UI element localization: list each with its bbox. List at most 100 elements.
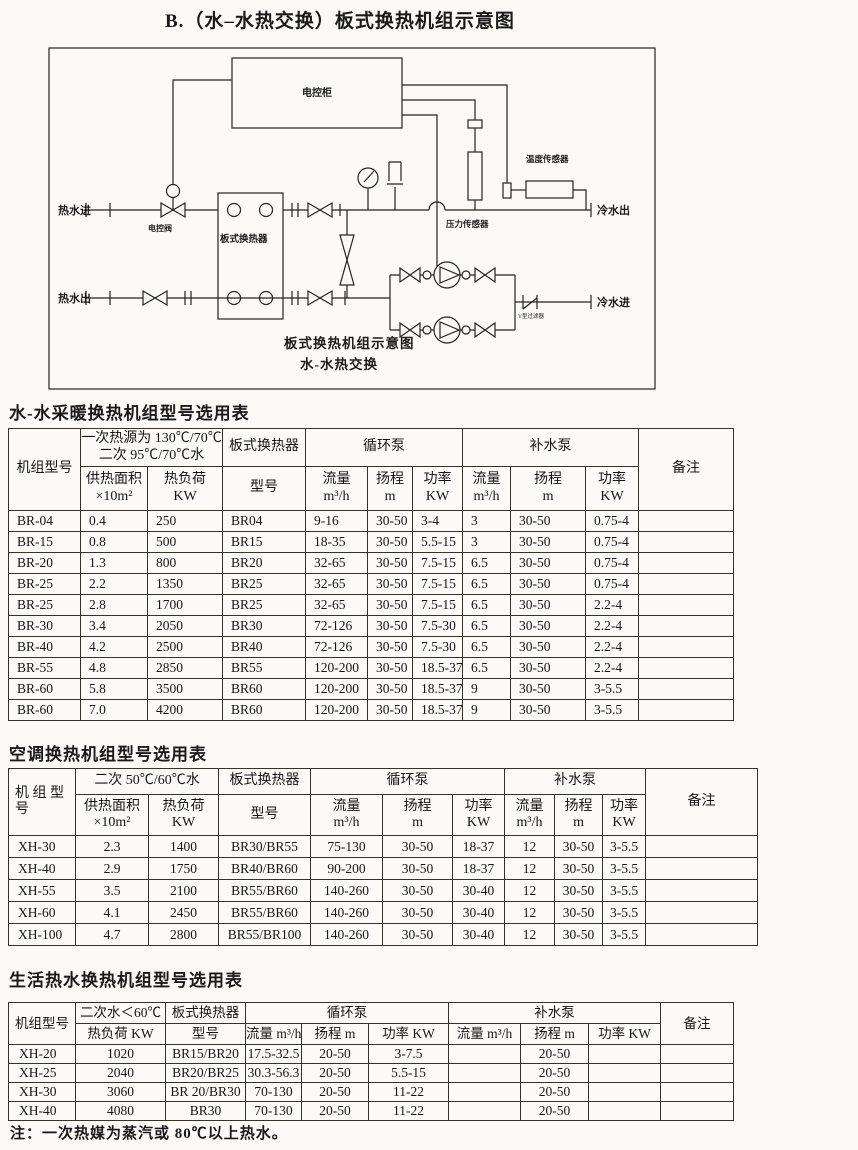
table-cell: XH-40: [8, 857, 76, 880]
table-row: XH-60 4.1 2450 BR55/BR60 140-260 30-50 30-40 12…: [8, 901, 759, 924]
table-cell: 0.4: [80, 510, 148, 532]
temperature-sensor-icon: [502, 180, 587, 210]
table-cell: 30-50: [367, 510, 414, 532]
table-cell: 30-40: [452, 901, 506, 924]
table-cell: [645, 857, 759, 880]
table-cell: BR25: [222, 594, 307, 616]
unit-model-line2: 号: [15, 802, 29, 817]
col-header-makeup-pump: 补水泵: [448, 1002, 662, 1024]
table-cell: 30-50: [510, 594, 587, 616]
table-cell: 2.2: [80, 573, 148, 595]
cold-water-in-line: [515, 295, 592, 310]
thermometer-icon: [387, 161, 403, 210]
temperature-sensor-label: 温度传感器: [526, 154, 569, 164]
schematic-svg: 电控柜 热水进 热水出 冷水出 冷水进 电控阀 板式换热器 压力传感器 温度传感…: [48, 47, 656, 390]
table-cell: 0.75-4: [585, 573, 640, 595]
col-header-power: 功率 KW: [602, 794, 647, 836]
page-title: B.（水–水热交换）板式换热机组示意图: [165, 11, 515, 32]
table-cell: 3.5: [75, 879, 149, 902]
table-cell: 72-126: [305, 615, 369, 637]
table-cell: 18.5-37: [412, 699, 464, 721]
table-cell: [660, 1063, 735, 1083]
table-row: BR-40 4.2 2500 BR40 72-126 30-50 7.5-30 6.5 30-5…: [8, 636, 735, 658]
schematic-diagram: 电控柜 热水进 热水出 冷水出 冷水进 电控阀 板式换热器 压力传感器 温度传感…: [48, 47, 656, 391]
union-icon: [184, 291, 299, 305]
table-cell: BR-30: [8, 615, 81, 637]
table-cell: XH-30: [8, 835, 76, 858]
table-cell: 30-50: [367, 552, 414, 574]
table-cell: [588, 1101, 662, 1121]
table-cell: [588, 1082, 662, 1102]
table-row: XH-20 1020 BR15/BR20 17.5-32.5 20-50 3-7.5 20-…: [8, 1044, 735, 1064]
table-cell: 3-4: [412, 510, 464, 532]
pump-branch-upper: [399, 261, 496, 289]
table-cell: BR 20/BR30: [165, 1082, 246, 1102]
col-header-power: 功率 KW: [588, 1023, 662, 1045]
table-cell: 20-50: [301, 1082, 369, 1102]
table-cell: BR55: [222, 657, 307, 679]
table-cell: 30-50: [367, 699, 414, 721]
shutoff-valve-icon: [307, 289, 333, 307]
heating-unit-selection-table: 机组型号 一次热源为 130℃/70℃ 二次 95℃/70℃水 板式换热器 循环…: [8, 428, 735, 721]
table-cell: BR-04: [8, 510, 81, 532]
table-cell: 30-50: [554, 901, 604, 924]
table-cell: 18-35: [305, 531, 369, 553]
table-cell: BR-20: [8, 552, 81, 574]
table-cell: [645, 879, 759, 902]
col-header-flow: 流量 m³/h: [504, 794, 556, 836]
table-cell: BR30: [165, 1101, 246, 1121]
table-cell: 4.1: [75, 901, 149, 924]
table-cell: [645, 901, 759, 924]
table-cell: 17.5-32.5: [245, 1044, 302, 1064]
table-cell: 9: [462, 678, 512, 700]
table-cell: 30-50: [382, 901, 454, 924]
table-cell: 1750: [147, 857, 220, 880]
table-cell: XH-20: [8, 1044, 76, 1064]
table-cell: 140-260: [310, 901, 384, 924]
wire-to-electric-valve: [172, 79, 232, 188]
table-cell: 2.2-4: [585, 657, 640, 679]
table-cell: 1020: [75, 1044, 166, 1064]
table-cell: 30-50: [554, 879, 604, 902]
table-cell: 2800: [147, 923, 220, 946]
cold-water-in-label: 冷水进: [597, 295, 630, 309]
table-cell: 2.9: [75, 857, 149, 880]
col-header-flow: 流量 m³/h: [462, 466, 512, 511]
table-cell: 2850: [146, 657, 224, 679]
table-cell: BR55/BR60: [218, 879, 312, 902]
table-cell: [660, 1101, 735, 1121]
table-cell: 12: [504, 901, 556, 924]
table-cell: 4200: [146, 699, 224, 721]
table-cell: 3-5.5: [585, 699, 640, 721]
table-row: BR-25 2.2 1350 BR25 32-65 30-50 7.5-15 6.5 30-50…: [8, 573, 735, 595]
table-cell: BR20: [222, 552, 307, 574]
col-header-unit-model: 机 组 型 号: [8, 768, 76, 836]
table-cell: 4080: [75, 1101, 166, 1121]
table-cell: 30-50: [510, 636, 587, 658]
table-cell: 2100: [147, 879, 220, 902]
cold-water-out-label: 冷水出: [597, 203, 630, 217]
table-cell: [638, 636, 735, 658]
table-cell: BR-15: [8, 531, 81, 553]
col-header-unit-model: 机组型号: [8, 428, 81, 511]
table-cell: 4.8: [80, 657, 148, 679]
table-cell: BR25: [222, 573, 307, 595]
electric-valve-icon: [160, 183, 186, 219]
table-cell: 3-5.5: [602, 923, 647, 946]
col-header-remark: 备注: [660, 1002, 735, 1045]
table-cell: 30-50: [510, 615, 587, 637]
table-row: BR-04 0.4 250 BR04 9-16 30-50 3-4 3 30-50 0.75-4: [8, 510, 735, 532]
table-cell: BR-55: [8, 657, 81, 679]
table-row: BR-20 1.3 800 BR20 32-65 30-50 7.5-15 6.5 30-50 0…: [8, 552, 735, 574]
table-row: XH-100 4.7 2800 BR55/BR100 140-260 30-50 30-40…: [8, 923, 759, 946]
table-cell: 0.75-4: [585, 531, 640, 553]
table-cell: [638, 573, 735, 595]
wire-to-safety-column: [402, 99, 476, 120]
table-cell: 1.3: [80, 552, 148, 574]
pipe-bottom-ticks: [85, 291, 346, 305]
table-cell: 12: [504, 857, 556, 880]
table-cell: [638, 552, 735, 574]
table3-title: 生活热水换热机组型号选用表: [9, 971, 243, 990]
wire-to-pressure-sensor: [402, 114, 438, 275]
